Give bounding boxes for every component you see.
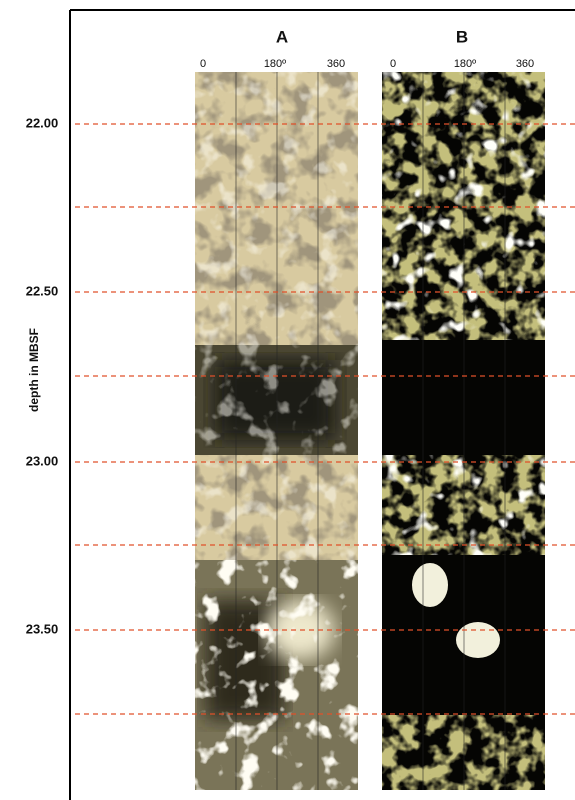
azimuth-tick: 360 — [327, 58, 345, 70]
depth-tick: 23.00 — [26, 453, 59, 468]
depth-tick: 22.50 — [26, 283, 59, 298]
azimuth-tick: 0 — [390, 58, 396, 70]
core-image-a — [195, 72, 358, 790]
core-image-b — [382, 72, 545, 790]
depth-tick: 22.00 — [26, 115, 59, 130]
figure: A B 0 180º 360 0 180º 360 22.00 22.50 23… — [0, 0, 575, 800]
depth-tick: 23.50 — [26, 621, 59, 636]
depth-axis-label: depth in MBSF — [27, 328, 41, 412]
panel-title: B — [456, 27, 468, 46]
azimuth-tick: 0 — [200, 58, 206, 70]
azimuth-tick: 180º — [454, 58, 476, 70]
azimuth-tick: 180º — [264, 58, 286, 70]
panel-title: A — [276, 27, 288, 46]
azimuth-tick: 360 — [516, 58, 534, 70]
